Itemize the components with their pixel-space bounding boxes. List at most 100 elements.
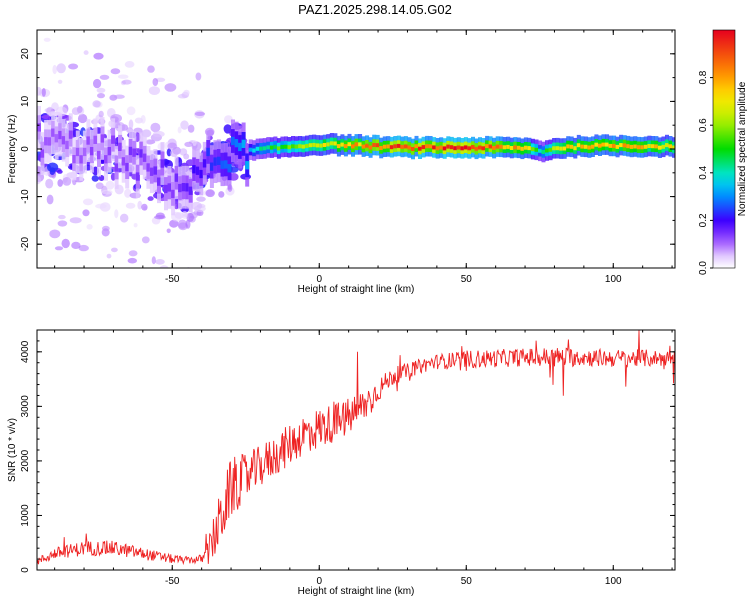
spectrogram-ridge-core (234, 139, 239, 148)
spectrogram-ridge-core (403, 144, 408, 149)
spectrogram-ridge-core (598, 143, 602, 148)
spectrogram-ridge-core (439, 145, 444, 150)
spectrogram-ridge-core (389, 145, 394, 150)
spectrogram-ridge-core (421, 145, 426, 150)
spectrogram-noise-blob (78, 244, 89, 252)
spectrogram-noise-blob (196, 196, 206, 202)
spectrogram-ridge-core (167, 183, 172, 192)
spectrogram-noise-blob (177, 126, 182, 134)
spectrogram-ridge-core (643, 144, 648, 149)
y-tick-label: -10 (20, 189, 31, 204)
spectrogram-ridge-core (382, 144, 387, 149)
spectrogram-ridge-core (576, 143, 581, 148)
spectrogram-ridge-core (82, 147, 87, 157)
spectrogram-ridge-core (308, 143, 313, 148)
spectrogram-noise-blob (133, 268, 143, 272)
spectrogram-noise-blob (56, 169, 63, 174)
spectrogram-noise-blob (110, 172, 116, 181)
spectrogram-ridge-core (135, 172, 140, 181)
spectrogram-noise-blob (128, 119, 134, 130)
spectrogram-plot-area (37, 37, 675, 281)
spectrogram-ridge-core (68, 130, 73, 139)
spectrogram-ridge-core (478, 145, 482, 150)
spectrogram-noise-blob (71, 107, 80, 115)
spectrogram-noise-blob (147, 65, 155, 73)
spectrogram-ridge-core (220, 160, 225, 169)
spectrogram-ridge-core (467, 146, 472, 151)
spectrogram-noise-blob (69, 217, 82, 224)
spectrogram-ridge-core (241, 139, 246, 148)
spectrogram-noise-blob (124, 188, 132, 198)
spectrogram-noise-blob (114, 209, 119, 219)
colorbar-tick-label: 0.4 (698, 165, 709, 179)
spectrogram-noise-blob (180, 120, 189, 130)
spectrogram-noise-blob (58, 214, 66, 220)
spectrogram-noise-blob (46, 194, 54, 205)
snr-series-line (36, 330, 676, 566)
spectrogram-noise-blob (98, 110, 104, 118)
spectrogram-ridge-core (61, 136, 66, 145)
spectrogram-ridge-core (523, 145, 528, 150)
spectrogram-ridge-core (530, 147, 535, 152)
spectrogram-noise-blob (169, 219, 179, 228)
spectrogram-ridge-core (128, 146, 133, 156)
spectrogram-ridge-core (51, 128, 56, 137)
spectrogram-noise-blob (191, 201, 203, 211)
colorbar-tick-label: 0.6 (698, 118, 709, 132)
spectrogram-ridge-core (75, 147, 80, 157)
spectrogram-ridge-core (245, 161, 250, 170)
spectrogram-noise-blob (126, 106, 136, 116)
spectrogram-ridge-core (255, 146, 260, 151)
spectrogram-ridge-core (273, 144, 278, 149)
spectrogram-ridge-core (386, 144, 391, 149)
spectrogram-ridge-core (336, 144, 341, 149)
spectrogram-ridge-core (259, 146, 264, 151)
spectrogram-ridge-core (590, 144, 595, 149)
spectrogram-ridge-core (665, 143, 669, 148)
spectrogram-noise-blob (193, 272, 200, 281)
spectrogram-ridge-core (54, 134, 59, 143)
spectrogram-ridge-core (47, 137, 52, 146)
spectrogram-ridge-core (65, 140, 70, 150)
spectrogram-ridge-core (149, 167, 154, 176)
spectrogram-noise-blob (49, 229, 61, 239)
spectrogram-noise-blob (224, 115, 233, 124)
spectrogram-noise-blob (127, 257, 137, 264)
spectrogram-ridge-core (375, 143, 380, 148)
spectrogram-ridge-core (471, 145, 475, 149)
spectrogram-noise-blob (218, 191, 225, 198)
spectrogram-ridge-core (351, 144, 355, 149)
spectrogram-ridge-core (89, 147, 94, 156)
spectrogram-ridge-core (188, 186, 193, 195)
spectrogram-ridge-core (361, 144, 366, 149)
spectrogram-ridge-core (329, 141, 334, 146)
y-tick-label: 20 (20, 48, 31, 60)
spectrogram-ridge-core (559, 146, 564, 151)
spectrogram-ridge-core (460, 146, 465, 151)
spectrogram-ridge-core (629, 144, 634, 149)
spectrogram-ridge-core (446, 144, 451, 149)
spectrogram-ridge-core (365, 143, 370, 148)
spectrogram-noise-blob (177, 219, 187, 229)
spectrogram-ridge-core (463, 145, 468, 150)
spectrogram-ridge-core (100, 134, 105, 143)
spectrogram-noise-blob (166, 228, 171, 234)
spectrogram-noise-blob (151, 256, 156, 265)
spectrogram-ridge-core (541, 150, 546, 154)
x-tick-label: 100 (605, 274, 622, 285)
spectrogram-noise-blob (128, 250, 138, 257)
spectrogram-ridge-core (661, 144, 666, 149)
spectrogram-noise-blob (102, 225, 110, 232)
spectrogram-ridge-core (97, 150, 101, 160)
x-axis-label: Height of straight line (km) (298, 284, 415, 295)
spectrogram-ridge-core (195, 166, 200, 175)
spectrogram-noise-blob (117, 74, 129, 79)
spectrogram-ridge-core (164, 184, 168, 194)
spectrogram-ridge-core (569, 144, 574, 149)
spectrogram-ridge-core (287, 145, 292, 150)
spectrogram-ridge-core (192, 165, 197, 174)
spectrogram-ridge-core (284, 144, 288, 149)
spectrogram-ridge-core (414, 144, 419, 149)
spectrogram-ridge-core (640, 145, 645, 150)
